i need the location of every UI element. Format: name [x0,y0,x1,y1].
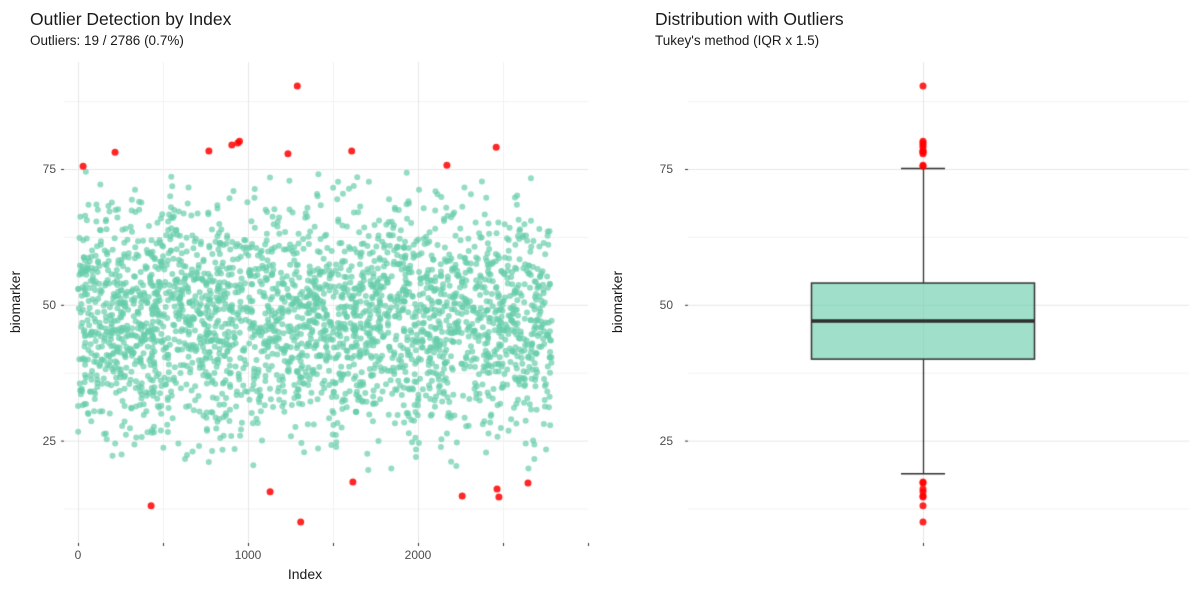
scatter-subtitle: Outliers: 19 / 2786 (0.7%) [30,33,184,48]
boxplot-ytick-75: 75 [659,162,673,176]
scatter-xaxis-title: Index [287,566,323,582]
scatter-title: Outlier Detection by Index [30,9,232,29]
boxplot-title: Distribution with Outliers [655,9,844,29]
boxplot-ytick-25: 25 [659,434,673,448]
scatter-xtick-1000: 1000 [234,548,262,562]
scatter-xtick-0: 0 [74,548,82,562]
boxplot-ytick-50: 50 [659,298,673,312]
scatter-yaxis-title: biomarker [7,270,23,334]
scatter-ytick-75: 75 [42,162,56,176]
boxplot-subtitle: Tukey's method (IQR x 1.5) [655,33,820,48]
scatter-ytick-25: 25 [42,434,56,448]
scatter-xtick-2000: 2000 [404,548,432,562]
boxplot-yaxis-title: biomarker [609,270,625,334]
scatter-ytick-50: 50 [42,298,56,312]
